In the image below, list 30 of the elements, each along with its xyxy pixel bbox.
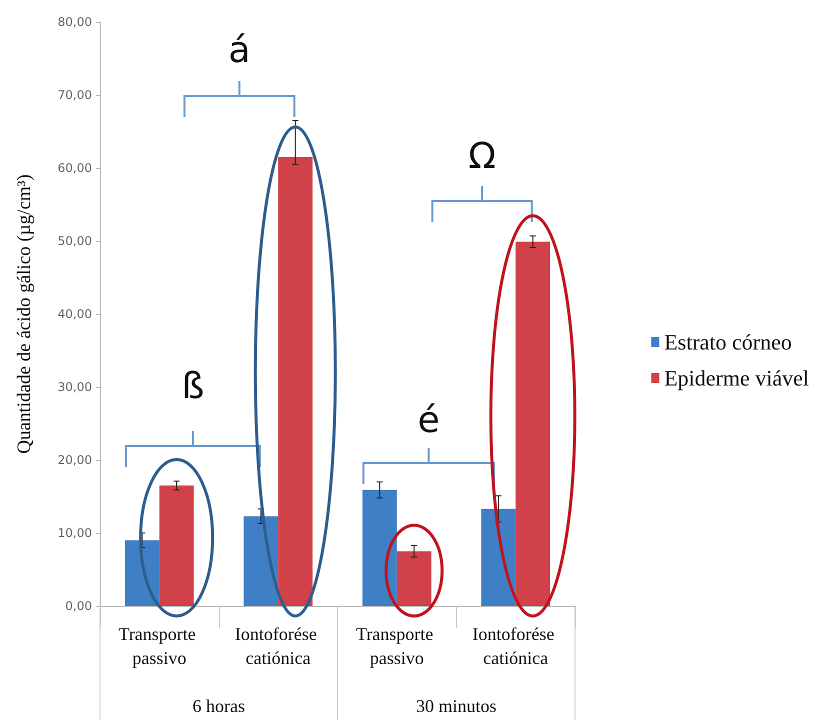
text: 6 horas	[192, 696, 245, 716]
bar	[396, 551, 432, 606]
bar	[278, 157, 313, 606]
y-tick-label: 80,00	[58, 15, 92, 29]
y-tick-label: 20,00	[58, 453, 92, 467]
y-tick-label: 60,00	[58, 161, 92, 175]
bar	[159, 486, 194, 606]
y-tick-label: 40,00	[58, 307, 92, 321]
annotation: Ω	[468, 136, 496, 177]
bar	[244, 516, 278, 606]
x-tick-label: Iontoforése catiónica	[234, 624, 322, 668]
y-tick-label: 0,00	[65, 599, 92, 613]
bar	[124, 540, 160, 606]
annotation: ß	[182, 366, 204, 407]
annotation: á	[228, 30, 250, 71]
bar	[516, 242, 550, 606]
y-tick-label: 70,00	[58, 88, 92, 102]
legend-label: Epiderme viável	[664, 366, 810, 390]
annotation: é	[418, 400, 440, 441]
y-tick-label: 10,00	[58, 526, 92, 540]
x-tick-label: Iontoforése catiónica	[472, 624, 559, 668]
x-tick-label: Transporte passivo	[118, 624, 200, 668]
y-tick-label: 30,00	[58, 380, 92, 394]
legend-label: Estrato córneo	[664, 330, 792, 354]
text: 30 minutos	[416, 696, 497, 716]
x-tick-label: Transporte passivo	[356, 624, 438, 668]
y-tick-label: 50,00	[58, 234, 92, 248]
bar	[362, 490, 397, 606]
bar	[481, 508, 516, 606]
y-axis-title: Quantidade de ácido gálico (µg/cm³)	[14, 174, 35, 454]
